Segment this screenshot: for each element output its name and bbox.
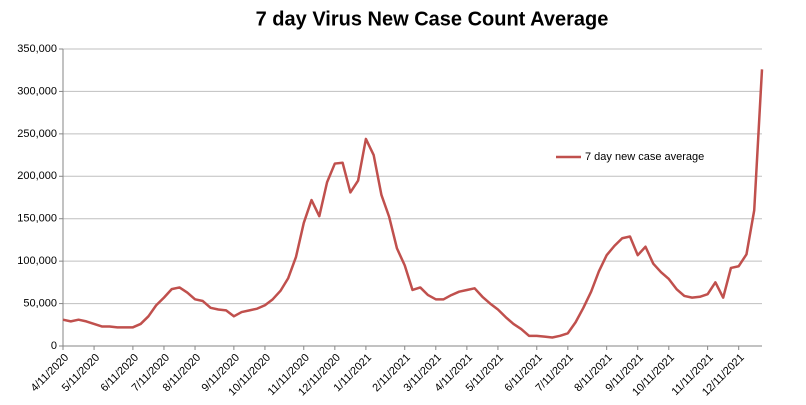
y-tick-label: 150,000 [17,213,57,225]
y-tick-label: 50,000 [23,297,57,309]
y-tick-label: 350,000 [17,43,57,55]
legend-label: 7 day new case average [585,151,704,163]
chart-title: 7 day Virus New Case Count Average [256,8,609,30]
y-tick-label: 0 [51,340,57,352]
y-tick-label: 300,000 [17,85,57,97]
y-tick-label: 100,000 [17,255,57,267]
data-line [62,69,764,339]
y-tick-label: 250,000 [17,128,57,140]
y-tick-label: 200,000 [17,170,57,182]
